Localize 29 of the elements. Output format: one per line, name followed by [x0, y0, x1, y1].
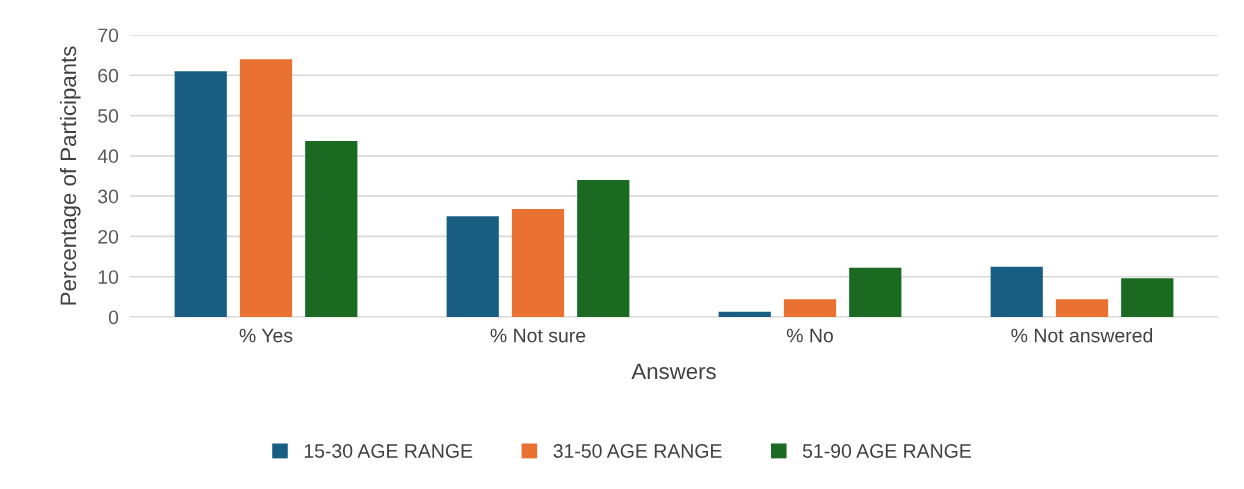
x-tick-label: % No	[786, 328, 833, 343]
bar	[446, 216, 499, 317]
legend-label: 15-30 AGE RANGE	[304, 444, 473, 458]
y-tick-label: 70	[98, 28, 119, 43]
y-tick-label: 60	[98, 68, 119, 83]
bar	[511, 209, 565, 317]
legend-label: 51-90 AGE RANGE	[802, 444, 971, 458]
y-tick-label: 40	[97, 149, 119, 164]
y-tick-label: 30	[98, 189, 119, 204]
bar	[239, 59, 293, 317]
legend-label: 31-50 AGE RANGE	[553, 444, 722, 458]
bar	[849, 267, 902, 317]
x-tick-label: % Yes	[239, 328, 293, 343]
bar	[305, 140, 358, 317]
bar	[1055, 299, 1109, 317]
y-axis-title: Percentage of Participants	[59, 46, 81, 305]
x-tick-label: % Not sure	[490, 328, 586, 343]
y-tick-label: 50	[98, 109, 119, 123]
bar	[174, 71, 227, 317]
bar	[783, 299, 837, 317]
y-tick-label: 10	[98, 270, 119, 284]
y-tick-label: 20	[98, 229, 119, 244]
bar	[990, 266, 1043, 317]
y-tick-label: 0	[108, 310, 119, 325]
bar	[1121, 278, 1174, 317]
x-tick-label: % Not answered	[1011, 328, 1153, 343]
x-axis-title: Answers	[631, 363, 716, 380]
bar	[577, 180, 630, 317]
bar	[718, 311, 771, 317]
